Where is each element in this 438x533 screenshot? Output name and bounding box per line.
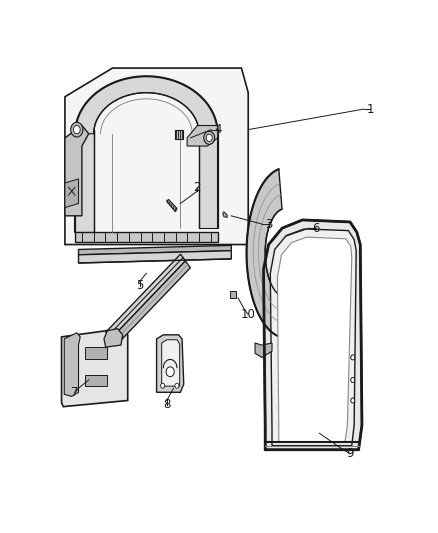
Polygon shape: [65, 126, 88, 216]
Polygon shape: [111, 261, 191, 346]
Polygon shape: [167, 199, 177, 212]
Text: 2: 2: [194, 181, 201, 193]
Circle shape: [71, 122, 83, 137]
Circle shape: [351, 355, 355, 360]
Bar: [230, 290, 237, 298]
Text: 9: 9: [346, 447, 354, 461]
Bar: [85, 347, 107, 359]
Polygon shape: [78, 245, 231, 255]
Polygon shape: [106, 254, 185, 339]
Circle shape: [166, 367, 174, 377]
Polygon shape: [104, 329, 123, 347]
Polygon shape: [175, 130, 184, 139]
Polygon shape: [156, 335, 184, 392]
Circle shape: [175, 383, 179, 388]
Polygon shape: [264, 220, 362, 450]
Polygon shape: [65, 179, 78, 207]
Bar: [85, 375, 107, 386]
Text: 5: 5: [136, 279, 143, 292]
Circle shape: [351, 377, 355, 383]
Polygon shape: [78, 251, 231, 263]
Text: 6: 6: [312, 222, 320, 235]
Polygon shape: [247, 169, 282, 336]
Polygon shape: [65, 68, 248, 245]
Polygon shape: [277, 237, 352, 441]
Circle shape: [74, 126, 80, 134]
Circle shape: [204, 131, 215, 144]
Text: 4: 4: [214, 123, 222, 136]
Text: 7: 7: [71, 386, 79, 399]
Polygon shape: [75, 76, 218, 134]
Text: 3: 3: [265, 217, 272, 230]
Polygon shape: [199, 130, 218, 228]
Text: 8: 8: [163, 398, 170, 411]
Polygon shape: [64, 333, 80, 397]
Polygon shape: [75, 232, 218, 243]
Polygon shape: [162, 340, 180, 386]
Polygon shape: [255, 343, 272, 358]
Text: 1: 1: [367, 103, 374, 116]
Polygon shape: [75, 130, 94, 232]
Polygon shape: [223, 212, 227, 217]
Text: 10: 10: [241, 308, 256, 321]
Circle shape: [206, 134, 212, 142]
Polygon shape: [61, 329, 128, 407]
Circle shape: [161, 383, 165, 388]
Circle shape: [351, 398, 355, 403]
Polygon shape: [270, 229, 356, 446]
Polygon shape: [187, 126, 218, 146]
